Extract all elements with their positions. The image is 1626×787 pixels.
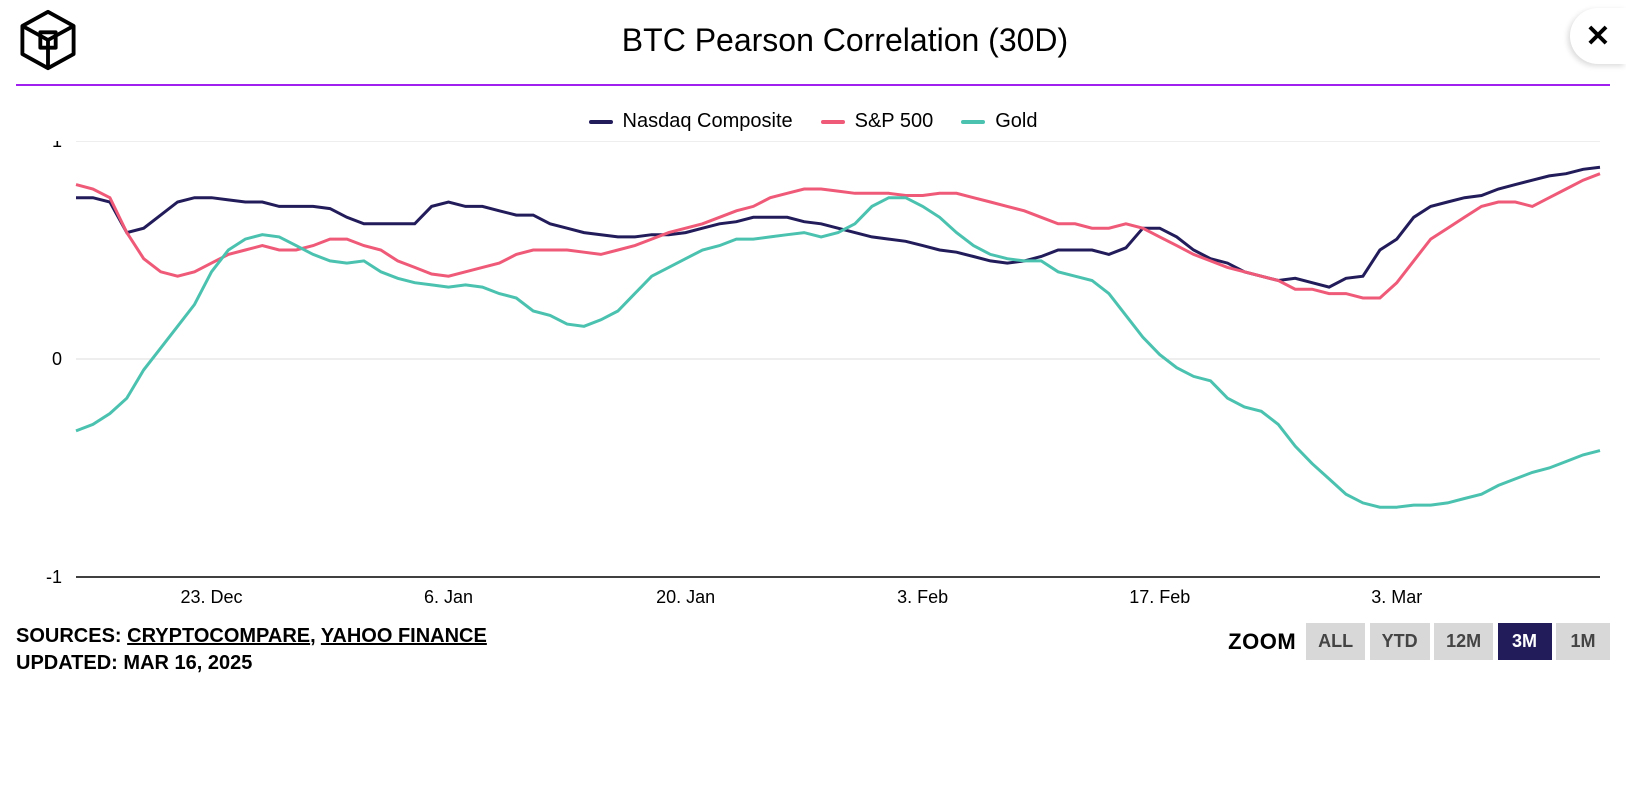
page-title: BTC Pearson Correlation (30D)	[80, 22, 1610, 59]
sources-block: SOURCES: CRYPTOCOMPARE, YAHOO FINANCE UP…	[16, 623, 487, 677]
zoom-label: ZOOM	[1228, 629, 1296, 655]
zoom-controls: ZOOM ALL YTD 12M 3M 1M	[1228, 623, 1610, 660]
chart-legend: Nasdaq Composite S&P 500 Gold	[0, 110, 1626, 133]
legend-item-gold[interactable]: Gold	[961, 110, 1037, 133]
logo-icon	[16, 8, 80, 72]
header-divider	[16, 84, 1610, 86]
y-tick-label: 0	[52, 349, 62, 369]
x-tick-label: 6. Jan	[424, 587, 473, 607]
x-tick-label: 3. Mar	[1371, 587, 1422, 607]
legend-item-s-p-500[interactable]: S&P 500	[821, 110, 934, 133]
series-gold	[76, 198, 1600, 508]
zoom-button-12m[interactable]: 12M	[1434, 623, 1493, 660]
updated-label: UPDATED:	[16, 652, 118, 674]
legend-swatch	[961, 120, 985, 124]
legend-label: S&P 500	[855, 110, 934, 133]
footer: SOURCES: CRYPTOCOMPARE, YAHOO FINANCE UP…	[0, 611, 1626, 677]
source-link-yahoo-finance[interactable]: YAHOO FINANCE	[321, 625, 487, 647]
correlation-chart: -1 0 1 23. Dec 6. Jan 20. Jan 3. Feb 17. Feb 3. …	[16, 141, 1610, 611]
legend-label: Gold	[995, 110, 1037, 133]
y-tick-label: 1	[52, 141, 62, 151]
legend-item-nasdaq-composite[interactable]: Nasdaq Composite	[589, 110, 793, 133]
header: BTC Pearson Correlation (30D) ✕	[0, 0, 1626, 72]
close-button[interactable]: ✕	[1570, 8, 1626, 64]
x-tick-label: 20. Jan	[656, 587, 715, 607]
legend-swatch	[821, 120, 845, 124]
x-tick-label: 3. Feb	[897, 587, 948, 607]
x-tick-label: 23. Dec	[180, 587, 242, 607]
legend-swatch	[589, 120, 613, 124]
zoom-button-ytd[interactable]: YTD	[1370, 623, 1430, 660]
zoom-button-1m[interactable]: 1M	[1556, 623, 1610, 660]
zoom-button-3m[interactable]: 3M	[1498, 623, 1552, 660]
series-nasdaq-composite	[76, 167, 1600, 287]
legend-label: Nasdaq Composite	[623, 110, 793, 133]
x-tick-label: 17. Feb	[1129, 587, 1190, 607]
updated-value: MAR 16, 2025	[123, 652, 252, 674]
zoom-button-all[interactable]: ALL	[1306, 623, 1365, 660]
sources-label: SOURCES:	[16, 625, 122, 647]
series-s-p-500	[76, 174, 1600, 298]
y-tick-label: -1	[46, 567, 62, 587]
source-link-cryptocompare[interactable]: CRYPTOCOMPARE	[127, 625, 310, 647]
close-icon: ✕	[1585, 19, 1610, 54]
